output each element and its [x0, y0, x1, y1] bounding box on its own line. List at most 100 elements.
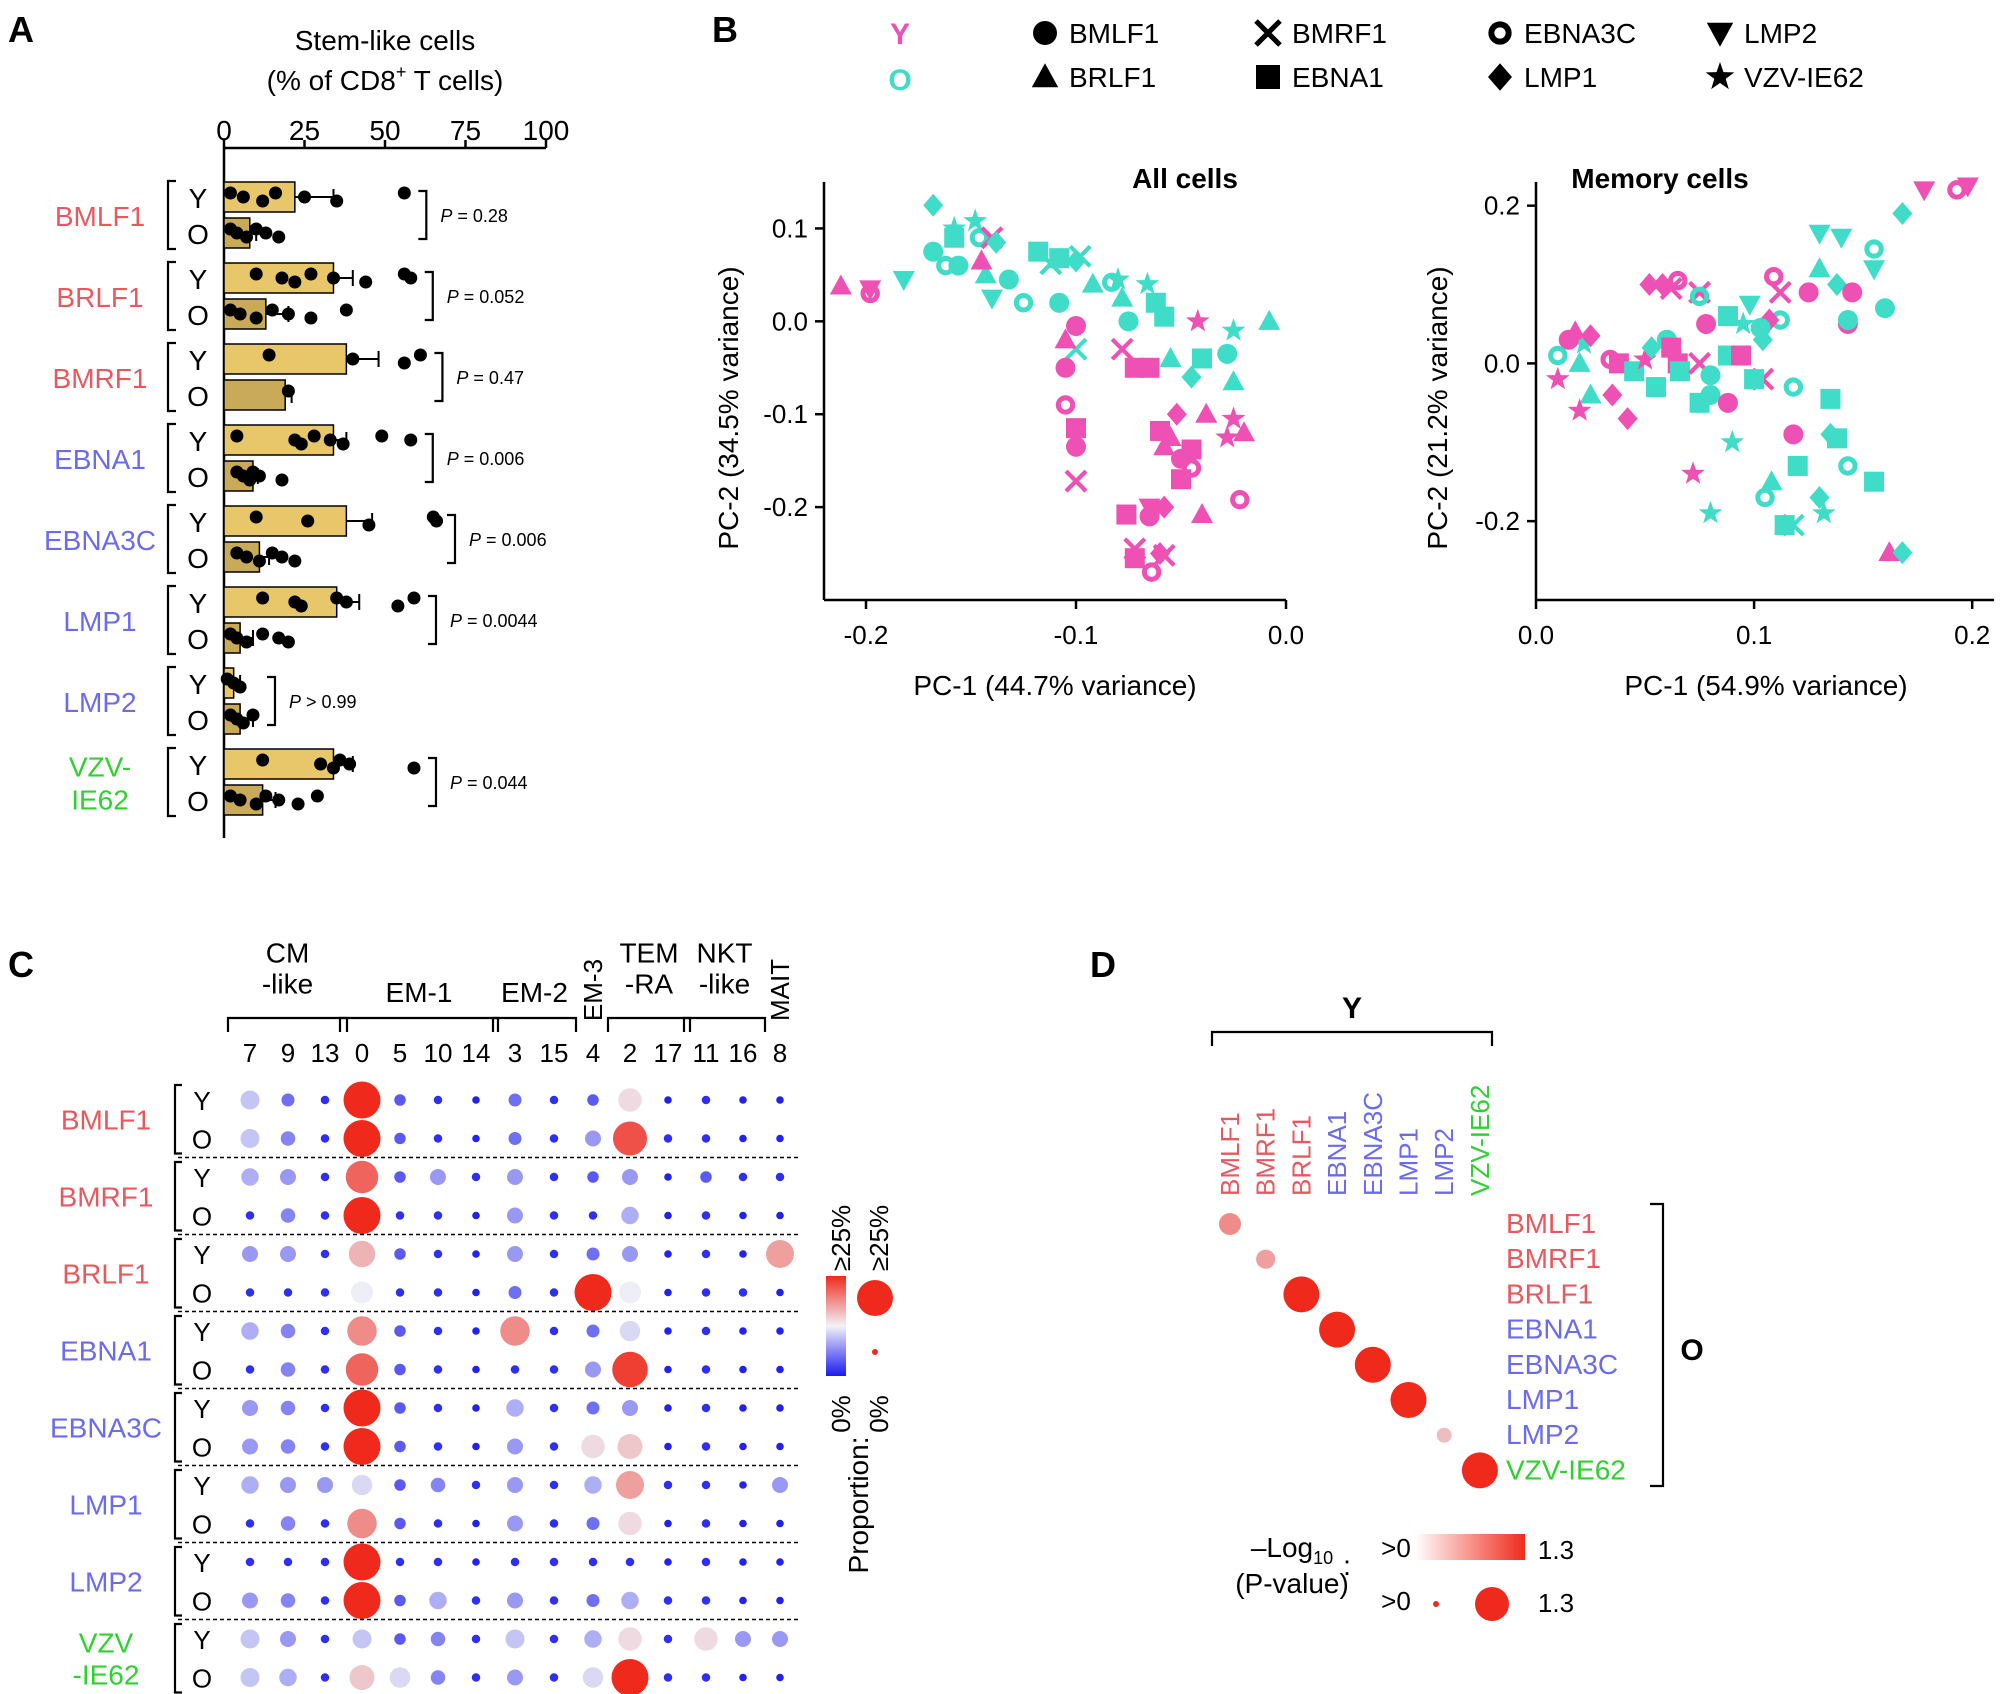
scatter-point [1826, 428, 1847, 449]
data-point [301, 514, 315, 528]
data-point [233, 793, 247, 807]
row-label-o: O [192, 1433, 212, 1463]
x-tick-label: 100 [523, 115, 570, 146]
scatter-point [1878, 541, 1901, 562]
row-bracket [173, 1391, 182, 1463]
x-tick-label: 0.0 [1518, 620, 1554, 650]
data-point [281, 384, 295, 398]
cluster-label: 0 [355, 1038, 369, 1068]
scatter-point [1783, 424, 1804, 445]
data-point [281, 307, 295, 321]
significance-bracket [427, 594, 438, 646]
cluster-label: 14 [462, 1038, 491, 1068]
dot [574, 1274, 612, 1311]
dot [701, 1095, 711, 1105]
scatter-point [1110, 337, 1134, 361]
p-value: P = 0.28 [440, 206, 508, 226]
data-point [272, 793, 286, 807]
dot [472, 1250, 480, 1258]
dot [766, 1240, 794, 1268]
legend-label: BRLF1 [1069, 62, 1156, 93]
row-label-o: O [192, 1587, 212, 1617]
data-point [413, 348, 427, 362]
scatter-point [1579, 383, 1602, 404]
dot [739, 1327, 747, 1335]
dot [586, 1401, 600, 1415]
dot [320, 1288, 330, 1297]
legend-label: BMLF1 [1069, 18, 1159, 49]
scatter-point [1116, 504, 1137, 525]
size-scale-min [872, 1349, 878, 1355]
dot [506, 1399, 524, 1417]
bar [223, 343, 348, 375]
row-label-y: Y [193, 1163, 210, 1193]
scatter-point [1181, 458, 1202, 478]
data-point [233, 680, 247, 694]
dot [549, 1249, 559, 1259]
scatter-point [1124, 548, 1145, 569]
dot [587, 1094, 599, 1106]
scatter-point [1185, 308, 1210, 332]
row-label: EBNA3C [1506, 1349, 1618, 1380]
row-label: BMRF1 [1506, 1243, 1601, 1274]
scatter-point [1192, 348, 1212, 369]
scatter-point [1572, 331, 1596, 354]
dot [280, 1208, 296, 1223]
dot [345, 1160, 379, 1194]
y-tick-label: 0.1 [772, 213, 808, 243]
dot [433, 1557, 443, 1567]
row-label-y: Y [193, 1471, 210, 1501]
data-point [236, 190, 250, 204]
dot [320, 1673, 330, 1682]
scatter-point [1191, 503, 1213, 524]
scatter-point [1783, 377, 1804, 397]
dot [352, 1629, 372, 1649]
scatter-point [1222, 370, 1245, 391]
data-point [281, 635, 295, 649]
dot [245, 1211, 255, 1220]
dot [776, 1596, 784, 1605]
column-group-bracket [1210, 1030, 1494, 1046]
scatter-point [859, 280, 882, 301]
column-label: BMRF1 [1251, 1108, 1281, 1196]
scatter-point [1152, 543, 1176, 567]
dot [343, 1543, 381, 1581]
data-point [265, 303, 279, 317]
significance-bracket [434, 351, 444, 403]
size-scale-max [1475, 1587, 1509, 1621]
panel-c-dotplot: 7 9 13 0 5 10 14 3 15 4 2 17 11 16 8 CM -like EM-1 EM-2 EM-… [50, 938, 894, 1694]
row-label-y: Y [193, 1625, 210, 1655]
dot [343, 1081, 381, 1119]
dot [701, 1403, 711, 1413]
dot [586, 1517, 600, 1530]
cluster-group-label: MAIT [765, 959, 795, 1021]
dot [320, 1442, 330, 1451]
scatter-point [1159, 346, 1182, 367]
panel-d-legend-color-min: >0 [1381, 1533, 1411, 1563]
dot [320, 1134, 330, 1143]
dot [280, 1362, 296, 1377]
scatter-point [974, 263, 997, 284]
scatter-point [1820, 388, 1841, 409]
data-point [249, 267, 263, 281]
dot [280, 1169, 296, 1185]
row-bracket [166, 665, 176, 737]
scatter-point [1171, 469, 1191, 490]
cluster-label: 15 [540, 1038, 569, 1068]
y-tick-label: -0.1 [763, 399, 808, 429]
dot [585, 1130, 601, 1147]
row-label-y: Y [189, 345, 208, 376]
data-point [407, 761, 421, 775]
scatter-point [1124, 357, 1145, 378]
dot [663, 1480, 673, 1490]
antigen-label: VZV-IE62 [69, 752, 131, 816]
scatter-point [1956, 177, 1979, 198]
legend-label: LMP1 [1524, 62, 1597, 93]
dot [245, 1519, 255, 1528]
dot [472, 1558, 480, 1566]
dot [663, 1134, 673, 1143]
dot [585, 1361, 601, 1378]
dot [240, 1090, 260, 1110]
significance-bracket [424, 432, 434, 484]
dot [1256, 1249, 1276, 1269]
